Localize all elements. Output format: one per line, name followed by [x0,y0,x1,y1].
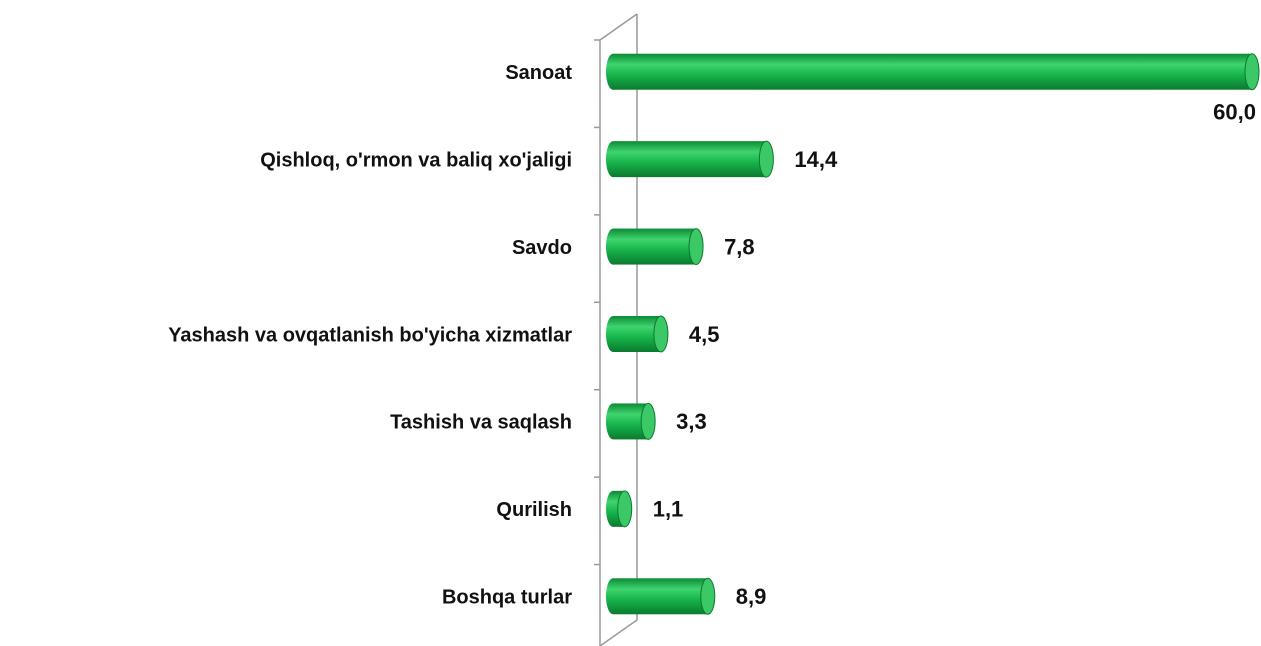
value-label: 60,0 [1213,100,1256,125]
category-label: Savdo [512,237,572,259]
bar-cap-end [653,315,669,353]
bar-cap-end [617,490,633,528]
bar-cap-end [758,140,774,178]
bar-group [606,402,656,440]
bar-group [606,53,1260,91]
bar-cap-end [700,577,716,615]
bar-cap-start [606,403,620,440]
bar-cap-start [606,141,620,178]
bar-cap-end [640,402,656,440]
bar-cap-start [606,490,620,527]
value-label: 1,1 [653,497,684,522]
category-label: Qurilish [496,499,572,521]
value-label: 7,8 [724,234,755,259]
value-label: 14,4 [794,147,838,172]
bar-group [606,577,716,615]
category-label: Tashish va saqlash [390,412,572,434]
value-label: 4,5 [689,322,720,347]
bar [613,228,697,265]
bar-cap-start [606,228,620,265]
bar [613,53,1252,90]
category-label: Qishloq, o'rmon va baliq xo'jaligi [260,149,572,171]
bar-cap-start [606,53,620,90]
value-label: 3,3 [676,409,707,434]
bar-cap-start [606,578,620,615]
bar [613,316,661,352]
category-label: Yashash va ovqatlanish bo'yicha xizmatla… [168,324,572,346]
bar-group [606,228,704,266]
bar [613,578,708,615]
value-label: 8,9 [736,584,767,609]
bar-group [606,140,774,178]
bar-group [606,490,633,528]
category-label: Sanoat [505,62,572,84]
bar-cap-end [1244,53,1260,91]
category-label: Boshqa turlar [442,587,572,609]
bar-cap-end [688,228,704,266]
bar-group [606,315,669,353]
bar [613,141,767,178]
bar-cap-start [606,316,620,352]
